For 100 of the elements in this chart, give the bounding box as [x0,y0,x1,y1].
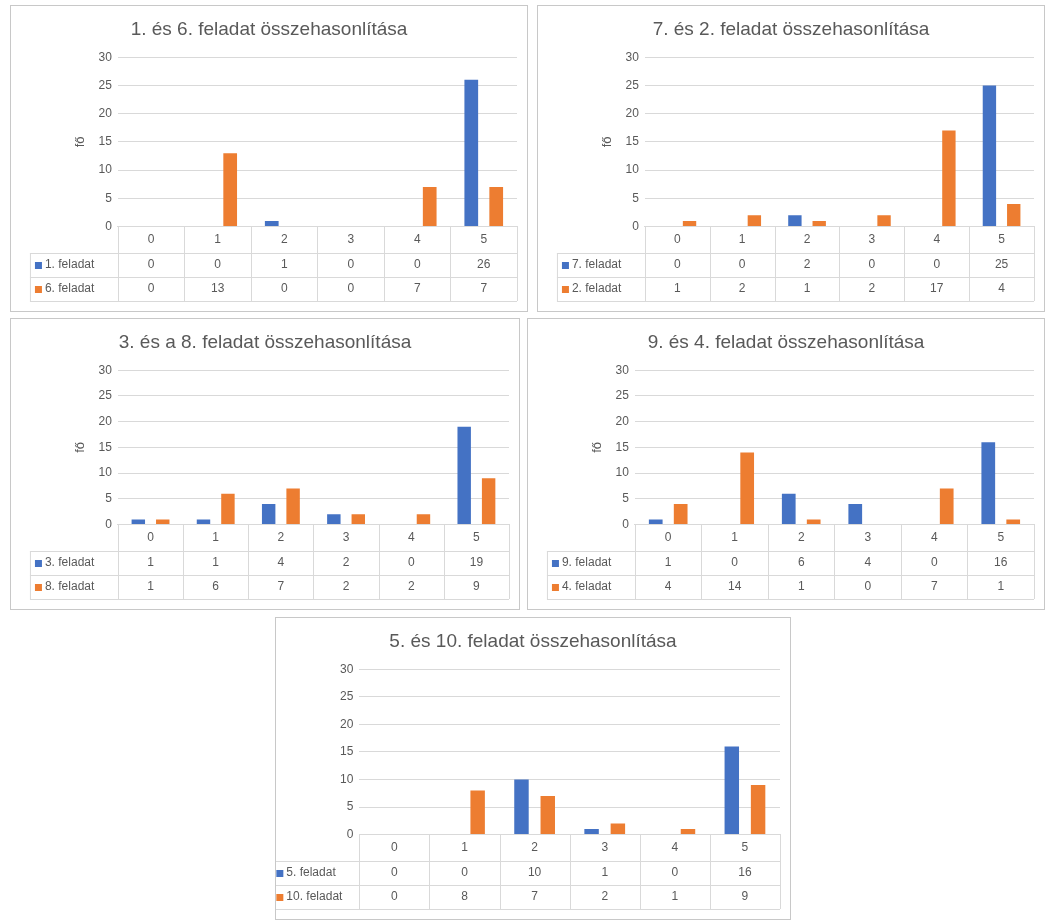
bar [740,452,755,525]
data-label: 4 [664,579,672,594]
data-label: 0 [413,257,421,272]
x-tick-label: 4 [930,530,938,545]
data-label: 0 [933,257,941,272]
data-label: 2 [601,889,609,904]
bar [286,488,300,525]
bar [481,478,496,525]
data-label: 0 [738,257,746,272]
bar [877,215,891,227]
data-label: 0 [391,889,399,904]
x-tick-label: 5 [480,232,488,247]
y-tick-label: 25 [98,77,113,92]
bar [750,784,766,835]
x-tick-label: 1 [212,530,220,545]
data-label: 2 [342,579,350,594]
y-tick-label: 30 [615,362,630,377]
bar [416,514,431,525]
data-label: 2 [738,281,746,296]
x-tick-label: 0 [664,530,672,545]
data-label: 0 [214,257,222,272]
bar [156,519,170,525]
data-label: 1 [997,579,1005,594]
data-label: 26 [477,257,491,272]
x-tick-label: 0 [674,232,682,247]
x-tick-label: 5 [741,840,749,855]
y-tick-label: 0 [346,826,354,841]
y-tick-label: 0 [105,516,113,531]
data-label: 1 [147,555,155,570]
bar [470,790,485,835]
bar [610,823,626,835]
legend-label: 6. feladat [44,281,95,296]
y-tick-label: 30 [98,49,113,64]
x-tick-label: 3 [342,530,350,545]
y-axis-title: fő [72,136,88,148]
data-label: 4 [864,555,872,570]
data-label: 0 [864,579,872,594]
x-tick-label: 1 [738,232,746,247]
y-tick-label: 5 [632,190,640,205]
y-tick-label: 20 [339,716,354,731]
bar [351,514,365,525]
data-label: 0 [671,865,679,880]
data-label: 16 [994,555,1008,570]
data-label: 1 [280,257,288,272]
y-tick-label: 25 [615,388,630,403]
y-tick-label: 5 [622,491,630,506]
data-label: 7 [277,579,285,594]
bar [747,215,762,227]
chart-title: 9. és 4. feladat összehasonlítása [646,331,926,354]
data-label: 16 [738,865,752,880]
data-label: 0 [674,257,682,272]
legend-label: 10. feladat [286,889,344,904]
x-tick-label: 3 [347,232,355,247]
bar [673,504,688,525]
bar [942,130,956,227]
y-axis-title: fő [589,441,605,453]
bar [196,519,211,525]
data-label: 1 [674,281,682,296]
y-tick-label: 10 [625,162,640,177]
x-tick-label: 4 [407,530,415,545]
data-label: 17 [930,281,944,296]
data-label: 0 [391,865,399,880]
y-tick-label: 10 [339,771,354,786]
y-tick-label: 25 [98,388,113,403]
y-tick-label: 0 [105,218,113,233]
data-label: 7 [413,281,421,296]
bar [584,829,599,835]
y-tick-label: 30 [339,661,354,676]
y-tick-label: 30 [98,362,113,377]
bar [982,85,997,227]
data-label: 4 [998,281,1006,296]
data-label: 1 [601,865,609,880]
bar [457,426,471,525]
bar [682,220,697,227]
chart-title: 3. és a 8. feladat összehasonlítása [117,331,413,354]
x-tick-label: 2 [277,530,285,545]
data-label: 25 [994,257,1009,272]
data-label: 8 [461,889,469,904]
y-tick-label: 20 [98,105,113,120]
data-label: 0 [461,865,469,880]
data-label: 7 [531,889,539,904]
y-tick-label: 25 [625,77,640,92]
bar [327,514,341,525]
bar [848,504,863,525]
data-label: 2 [803,257,811,272]
bar [223,153,238,227]
data-label: 2 [407,579,415,594]
data-label: 6 [797,555,805,570]
y-tick-label: 30 [625,49,640,64]
y-tick-label: 15 [98,439,113,454]
data-label: 0 [731,555,739,570]
data-label: 0 [147,257,155,272]
data-label: 1 [803,281,811,296]
x-tick-label: 2 [531,840,539,855]
data-label: 9 [741,889,749,904]
data-label: 0 [930,555,938,570]
x-tick-label: 4 [671,840,679,855]
x-tick-label: 5 [473,530,481,545]
data-label: 0 [147,281,155,296]
data-label: 13 [211,281,225,296]
